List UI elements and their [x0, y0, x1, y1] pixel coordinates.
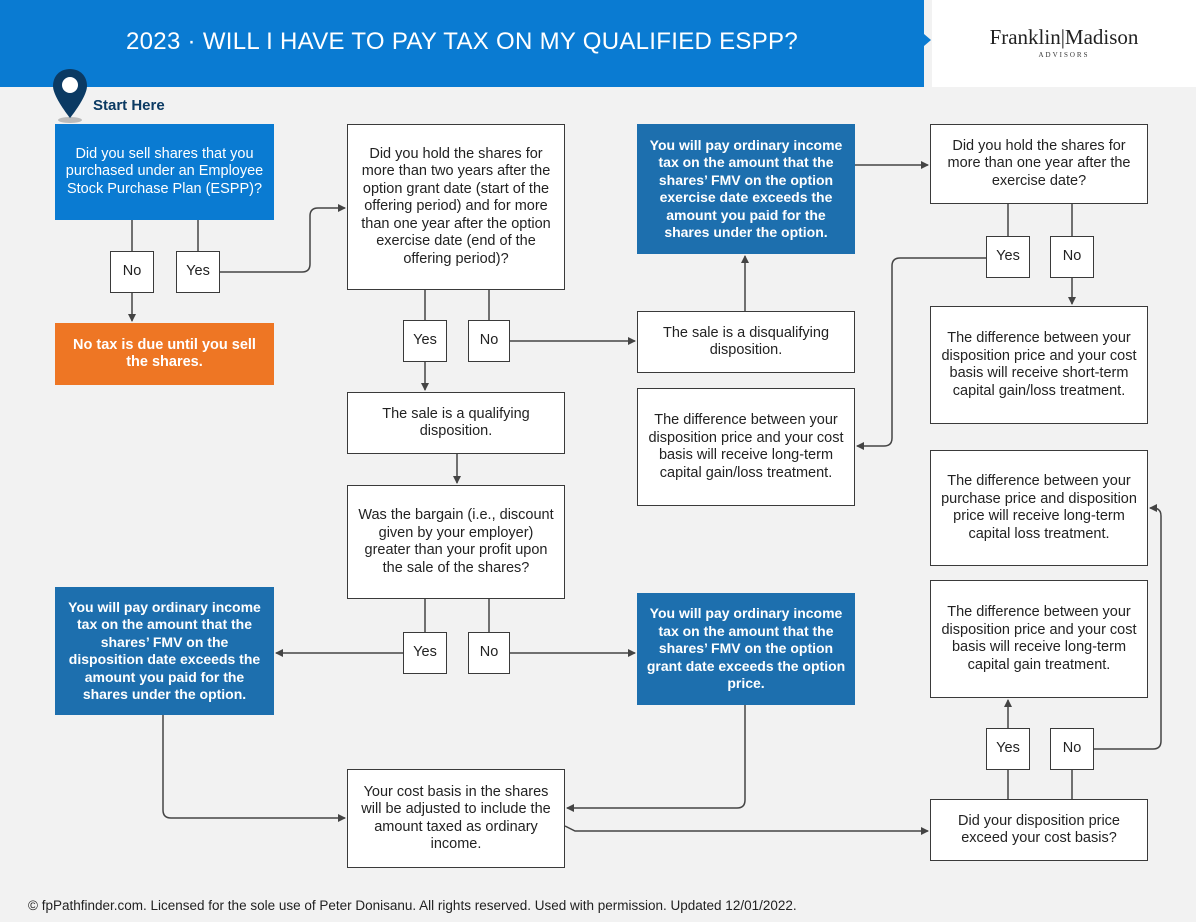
ordinary-income-exercise: You will pay ordinary income tax on the … [637, 124, 855, 254]
yes-option: Yes [986, 728, 1030, 770]
header-notch [924, 34, 931, 46]
logo-name: Franklin|Madison [989, 25, 1139, 49]
no-option: No [468, 320, 510, 362]
yes-option: Yes [176, 251, 220, 293]
header-bar [0, 0, 924, 87]
long-term-gain: The difference between your disposition … [930, 580, 1148, 698]
no-option: No [1050, 728, 1094, 770]
long-term-loss: The difference between your purchase pri… [930, 450, 1148, 566]
qualifying-disposition: The sale is a qualifying disposition. [347, 392, 565, 454]
question-holding-period: Did you hold the shares for more than tw… [347, 124, 565, 290]
short-term-gain-loss: The difference between your disposition … [930, 306, 1148, 424]
logo: Franklin|Madison ADVISORS [932, 0, 1196, 87]
logo-subtitle: ADVISORS [1038, 51, 1090, 59]
cost-basis-adjusted: Your cost basis in the shares will be ad… [347, 769, 565, 868]
yes-option: Yes [986, 236, 1030, 278]
location-pin-icon [53, 69, 87, 123]
yes-option: Yes [403, 320, 447, 362]
footer-copyright: © fpPathfinder.com. Licensed for the sol… [28, 898, 797, 913]
question-bargain: Was the bargain (i.e., discount given by… [347, 485, 565, 599]
ordinary-income-disposition: You will pay ordinary income tax on the … [55, 587, 274, 715]
question-one-year: Did you hold the shares for more than on… [930, 124, 1148, 204]
no-option: No [468, 632, 510, 674]
ordinary-income-grant: You will pay ordinary income tax on the … [637, 593, 855, 705]
yes-option: Yes [403, 632, 447, 674]
no-tax-result: No tax is due until you sell the shares. [55, 323, 274, 385]
question-exceed-basis: Did your disposition price exceed your c… [930, 799, 1148, 861]
no-option: No [1050, 236, 1094, 278]
no-option: No [110, 251, 154, 293]
long-term-gain-loss: The difference between your disposition … [637, 388, 855, 506]
start-here-label: Start Here [93, 97, 165, 114]
page-title: 2023 · WILL I HAVE TO PAY TAX ON MY QUAL… [126, 28, 798, 55]
disqualifying-disposition: The sale is a disqualifying disposition. [637, 311, 855, 373]
question-sold-shares: Did you sell shares that you purchased u… [55, 124, 274, 220]
